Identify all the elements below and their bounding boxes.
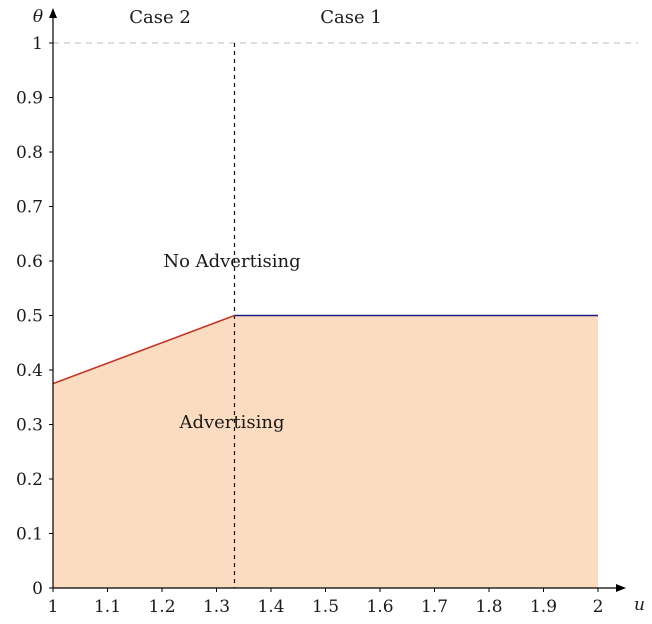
y-tick-label: 0.5	[16, 307, 43, 327]
y-tick-label: 0.2	[16, 470, 43, 490]
y-tick-label: 0.9	[16, 89, 43, 109]
y-tick-label: 0.4	[16, 361, 43, 381]
y-tick-label: 0.8	[16, 143, 43, 163]
y-tick-label: 0.3	[16, 416, 43, 436]
x-axis-label: u	[634, 595, 645, 615]
y-tick-label: 1	[32, 34, 43, 54]
y-axis-label: θ	[33, 7, 43, 27]
x-tick-label: 1.5	[312, 597, 339, 617]
case2-label: Case 2	[129, 7, 191, 28]
case2-boundary-line	[52, 314, 235, 385]
y-axis-ticks: 0 0.1 0.2 0.3 0.4 0.5 0.6 0.7 0.8 0.9 1	[16, 34, 53, 599]
x-tick-label: 1.7	[421, 597, 448, 617]
x-tick-label: 1.8	[475, 597, 502, 617]
x-tick-label: 1.2	[148, 597, 175, 617]
advertising-region-fill	[53, 315, 598, 588]
advertising-label: Advertising	[178, 412, 284, 433]
x-tick-label: 2	[593, 597, 604, 617]
x-tick-label: 1.4	[257, 597, 284, 617]
y-tick-label: 0.7	[16, 198, 43, 218]
y-tick-label: 0.1	[16, 525, 43, 545]
x-tick-label: 1	[48, 597, 59, 617]
case1-label: Case 1	[320, 7, 382, 28]
y-axis-arrow-icon	[49, 8, 57, 18]
x-tick-label: 1.6	[366, 597, 393, 617]
y-tick-label: 0	[32, 579, 43, 599]
x-tick-label: 1.1	[94, 597, 121, 617]
no-advertising-label: No Advertising	[163, 251, 300, 272]
x-tick-label: 1.9	[530, 597, 557, 617]
x-axis-arrow-icon	[616, 584, 626, 592]
x-tick-label: 1.3	[203, 597, 230, 617]
y-tick-label: 0.6	[16, 252, 43, 272]
x-axis-ticks: 1 1.1 1.2 1.3 1.4 1.5 1.6 1.7 1.8 1.9 2	[48, 588, 604, 617]
